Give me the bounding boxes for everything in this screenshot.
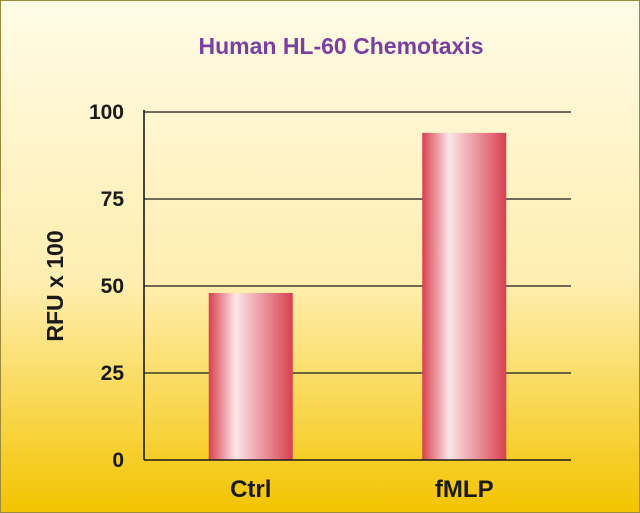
bars: [208, 132, 507, 460]
x-tick-label: fMLP: [435, 476, 494, 503]
x-axis-ticks: Ctrl fMLP: [230, 476, 494, 503]
axes: [143, 110, 571, 461]
y-axis-label: RFU x 100: [42, 230, 68, 341]
chart-title: Human HL-60 Chemotaxis: [198, 33, 483, 59]
bar-ctrl: [208, 292, 293, 460]
bar-fmlp: [422, 132, 507, 460]
y-tick-label: 75: [101, 188, 125, 211]
y-tick-label: 50: [101, 275, 124, 298]
y-axis-ticks: 0 25 50 75 100: [89, 101, 124, 472]
y-tick-label: 100: [89, 101, 124, 124]
y-tick-label: 25: [101, 362, 125, 385]
y-tick-label: 0: [112, 449, 124, 472]
x-tick-label: Ctrl: [230, 476, 271, 503]
